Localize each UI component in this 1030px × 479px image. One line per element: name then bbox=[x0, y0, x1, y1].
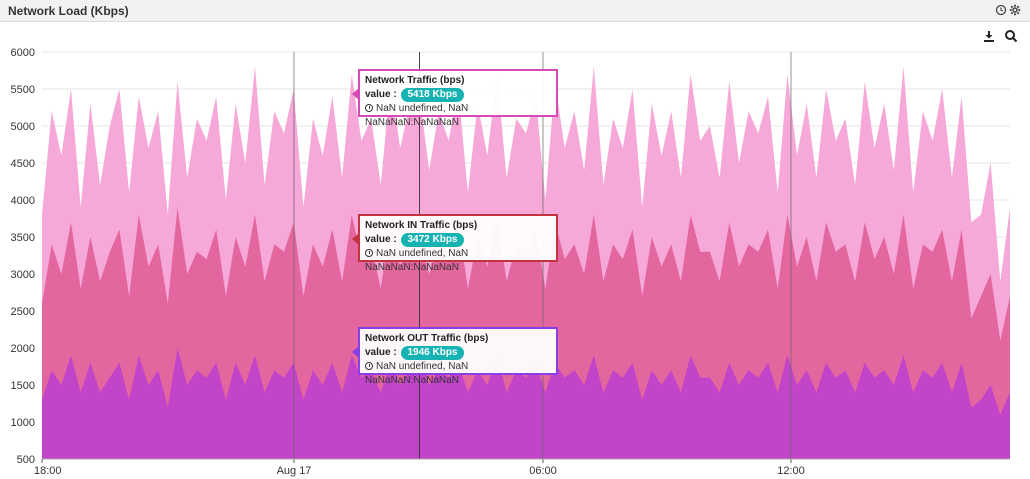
clock-icon bbox=[365, 104, 373, 112]
tooltip-label: value : bbox=[365, 89, 397, 100]
x-axis-ticks: 18:00 Aug 17 06:00 12:00 bbox=[34, 458, 1010, 477]
gear-icon[interactable] bbox=[1009, 4, 1021, 16]
y-tick-label: 4500 bbox=[11, 158, 35, 170]
tooltip-time: NaN undefined, NaN NaNaNaN:NaNaNaN bbox=[365, 361, 469, 386]
y-tick-label: 1500 bbox=[11, 380, 35, 392]
zoom-icon[interactable] bbox=[1004, 29, 1020, 45]
y-tick-label: 5500 bbox=[11, 84, 35, 96]
y-tick-label: 3500 bbox=[11, 232, 35, 244]
y-tick-label: 1000 bbox=[11, 417, 35, 429]
panel-header: Network Load (Kbps) bbox=[0, 0, 1030, 22]
tooltip-title: Network IN Traffic (bps) bbox=[365, 220, 478, 231]
tooltip-value-badge: 3472 Kbps bbox=[401, 233, 464, 247]
x-tick-label: 06:00 bbox=[529, 465, 557, 477]
y-tick-label: 4000 bbox=[11, 195, 35, 207]
x-tick-label: 18:00 bbox=[34, 465, 62, 477]
x-tick-label: 12:00 bbox=[777, 465, 805, 477]
tooltip-value-badge: 1946 Kbps bbox=[401, 346, 464, 360]
y-tick-label: 5000 bbox=[11, 121, 35, 133]
tooltip-title: Network OUT Traffic (bps) bbox=[365, 333, 489, 344]
tooltip-label: value : bbox=[365, 347, 397, 358]
y-tick-label: 2500 bbox=[11, 306, 35, 318]
tooltip-network-in-traffic: Network IN Traffic (bps) value : 3472 Kb… bbox=[352, 214, 558, 273]
tooltip-network-out-traffic: Network OUT Traffic (bps) value : 1946 K… bbox=[352, 327, 558, 386]
tooltip-value-badge: 5418 Kbps bbox=[401, 88, 464, 102]
tooltip-title: Network Traffic (bps) bbox=[365, 75, 465, 86]
y-axis-ticks: 500 1000 1500 2000 2500 3000 3500 4000 4500 5000 5… bbox=[11, 47, 35, 466]
y-tick-label: 500 bbox=[17, 454, 35, 466]
download-icon[interactable] bbox=[982, 29, 998, 45]
clock-icon bbox=[365, 249, 373, 257]
clock-icon bbox=[365, 362, 373, 370]
x-tick-label: Aug 17 bbox=[277, 465, 312, 477]
tooltip-time: NaN undefined, NaN NaNaNaN:NaNaNaN bbox=[365, 103, 469, 128]
y-tick-label: 6000 bbox=[11, 47, 35, 59]
clock-icon[interactable] bbox=[995, 4, 1007, 16]
tooltip-network-traffic: Network Traffic (bps) value : 5418 Kbps … bbox=[352, 69, 558, 128]
tooltip-label: value : bbox=[365, 234, 397, 245]
y-tick-label: 3000 bbox=[11, 269, 35, 281]
panel-title: Network Load (Kbps) bbox=[8, 4, 129, 18]
tooltip-time: NaN undefined, NaN NaNaNaN:NaNaNaN bbox=[365, 248, 469, 273]
series-area-2 bbox=[42, 348, 1010, 459]
y-tick-label: 2000 bbox=[11, 343, 35, 355]
